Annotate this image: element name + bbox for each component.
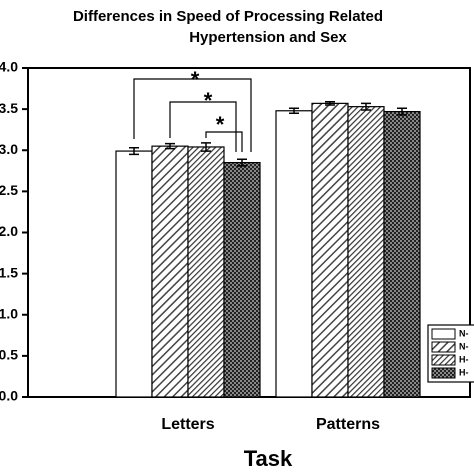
bar — [115, 150, 153, 398]
annotation: * — [216, 112, 225, 137]
error-bar — [325, 100, 335, 106]
error-bar — [165, 142, 175, 150]
chart-title: Hypertension and Sex — [189, 29, 347, 46]
legend-label: N- — [459, 341, 469, 351]
y-tick-label: 4.0 — [0, 59, 18, 75]
bar — [187, 146, 225, 398]
bar — [347, 106, 385, 398]
chart-title: Differences in Speed of Processing Relat… — [73, 8, 383, 25]
y-tick-label: 2.0 — [0, 223, 18, 239]
legend-swatch — [431, 354, 456, 366]
bar — [223, 161, 261, 398]
bar — [383, 110, 421, 398]
y-tick-label: 1.0 — [0, 305, 18, 321]
error-bar — [201, 142, 211, 152]
y-tick-label: 1.5 — [0, 264, 18, 280]
bar — [151, 145, 189, 398]
legend-label: N- — [459, 328, 469, 338]
y-tick-label: 3.5 — [0, 100, 18, 116]
y-tick-label: 0.5 — [0, 347, 18, 363]
annotation: * — [204, 88, 213, 113]
bar — [311, 102, 349, 398]
legend-label: H- — [459, 354, 469, 364]
significance-brackets — [133, 78, 252, 152]
x-tick-label: Letters — [161, 416, 214, 433]
error-bar — [289, 107, 299, 114]
error-bar — [129, 147, 139, 156]
legend-swatch — [431, 341, 456, 353]
y-tick-label: 3.0 — [0, 141, 18, 157]
error-bar — [361, 102, 371, 111]
y-tick-label: 0.0 — [0, 388, 18, 404]
error-bar — [397, 107, 407, 116]
y-tick-label: 2.5 — [0, 182, 18, 198]
annotation: * — [191, 67, 200, 92]
legend-label: H- — [459, 367, 469, 377]
error-bar — [237, 158, 247, 167]
x-tick-label: Patterns — [316, 416, 380, 433]
bar — [275, 110, 313, 398]
legend-swatch — [431, 367, 456, 379]
x-axis-label: Task — [244, 446, 293, 471]
legend-swatch — [431, 328, 456, 340]
